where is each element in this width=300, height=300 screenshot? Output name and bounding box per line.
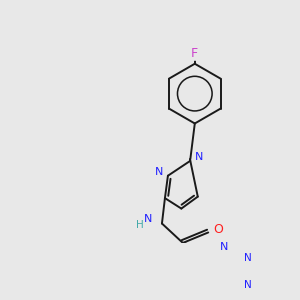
Text: N: N xyxy=(155,167,164,177)
Text: N: N xyxy=(244,253,251,263)
Text: N: N xyxy=(144,214,153,224)
Text: F: F xyxy=(191,47,198,60)
Text: O: O xyxy=(214,223,224,236)
Text: H: H xyxy=(136,220,143,230)
Text: N: N xyxy=(220,242,228,252)
Text: N: N xyxy=(194,152,203,162)
Text: N: N xyxy=(244,280,251,290)
